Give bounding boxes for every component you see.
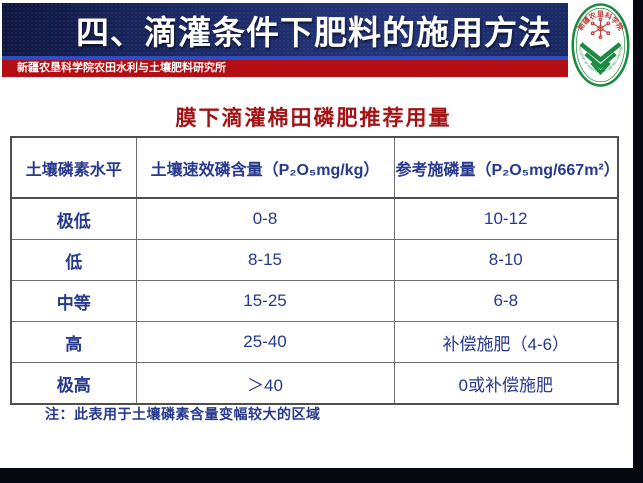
backdrop-bottom-edge — [0, 468, 643, 483]
table-row: 低 8-15 8-10 — [10, 239, 619, 281]
table-cell: 8-15 — [135, 239, 395, 281]
table-cell: 中等 — [10, 280, 137, 322]
table-cell: 8-10 — [393, 239, 619, 281]
table-cell: 0或补偿施肥 — [393, 362, 619, 405]
backdrop-right-edge — [633, 0, 643, 483]
table-header-row: 土壤磷素水平 土壤速效磷含量（P₂O₅mg/kg） 参考施磷量（P₂O₅mg/667… — [10, 137, 619, 199]
slide-title: 四、滴灌条件下肥料的施用方法 — [76, 13, 552, 51]
institution-bar: 新疆农垦科学院农田水利与土壤肥料研究所 — [2, 60, 568, 77]
slide-header-banner: 四、滴灌条件下肥料的施用方法 — [2, 3, 568, 56]
institution-name: 新疆农垦科学院农田水利与土壤肥料研究所 — [17, 62, 226, 74]
table-column-header: 土壤磷素水平 — [10, 137, 137, 199]
table-body: 极低 0-8 10-12 低 8-15 8-10 中等 15-25 6-8 高 25-40 补偿施肥（… — [10, 197, 619, 405]
table-cell: 15-25 — [135, 280, 395, 322]
table-cell: 10-12 — [393, 197, 619, 240]
table-cell: 高 — [10, 321, 137, 363]
recommendation-table: 土壤磷素水平 土壤速效磷含量（P₂O₅mg/kg） 参考施磷量（P₂O₅mg/667… — [10, 136, 619, 405]
table-head: 土壤磷素水平 土壤速效磷含量（P₂O₅mg/kg） 参考施磷量（P₂O₅mg/667… — [10, 137, 619, 199]
academy-emblem-icon: 新疆农垦科学院 XINJIANG ACADEMY OF AGRICULTURAL… — [571, 2, 630, 87]
table-cell: 补偿施肥（4-6） — [393, 321, 619, 363]
table-cell: 低 — [10, 239, 137, 281]
table-row: 极低 0-8 10-12 — [10, 197, 619, 240]
table-cell: 25-40 — [135, 321, 395, 363]
logo-flower-icon — [590, 17, 611, 40]
table-title: 膜下滴灌棉田磷肥推荐用量 — [175, 107, 452, 130]
table-cell: 极低 — [10, 197, 137, 240]
header-accent-strip — [2, 56, 568, 60]
table-cell: 0-8 — [135, 197, 395, 240]
table-row: 极高 ＞40 0或补偿施肥 — [10, 362, 619, 405]
table-cell: 极高 — [10, 362, 137, 405]
table-row: 高 25-40 补偿施肥（4-6） — [10, 321, 619, 363]
logo-plant-icon — [579, 42, 622, 76]
table-cell: 6-8 — [393, 280, 619, 322]
table-row: 中等 15-25 6-8 — [10, 280, 619, 322]
academy-logo: 新疆农垦科学院 XINJIANG ACADEMY OF AGRICULTURAL… — [568, 0, 633, 95]
table-column-header: 土壤速效磷含量（P₂O₅mg/kg） — [135, 137, 395, 199]
table-footnote: 注：此表用于土壤磷素含量变幅较大的区域 — [45, 406, 321, 422]
table-column-header: 参考施磷量（P₂O₅mg/667m²） — [393, 137, 619, 199]
table-cell: ＞40 — [135, 362, 395, 405]
